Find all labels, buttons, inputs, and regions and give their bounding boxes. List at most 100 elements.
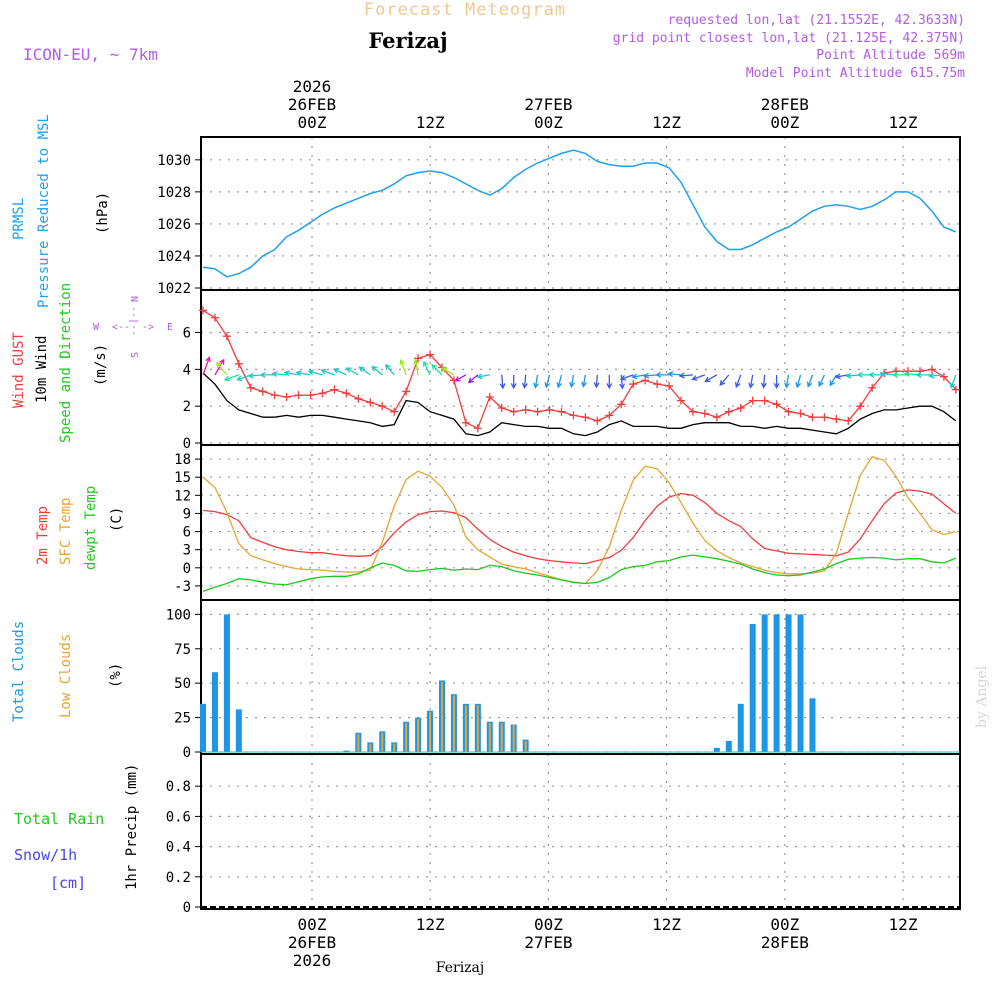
prmsl-desc-label: Pressure Reduced to MSL xyxy=(36,114,52,308)
compass-e: E xyxy=(167,322,173,333)
gust-marker xyxy=(306,391,315,400)
ytick-label: 6 xyxy=(183,525,191,541)
bar-low-clouds xyxy=(417,718,420,752)
wind-arrow xyxy=(467,374,479,384)
snow-label: Snow/1h xyxy=(14,846,77,864)
wind-arrow xyxy=(521,374,528,389)
gust-marker xyxy=(808,413,817,422)
ms-label: (m/s) xyxy=(93,344,109,386)
panel-temperature: -3 0 3 6 9 12 15 18 xyxy=(174,444,961,601)
gust-marker xyxy=(856,402,865,411)
compass-ns-axis: --|-- xyxy=(128,306,139,336)
wind-arrow xyxy=(593,374,600,389)
panel-pressure: 1022 1024 1026 1028 1030 xyxy=(157,136,961,297)
gust-marker xyxy=(270,391,279,400)
ytick-label: 2 xyxy=(183,399,191,415)
gust-marker xyxy=(641,376,650,385)
wind-arrow xyxy=(283,370,299,377)
gust-marker xyxy=(951,385,960,394)
gust-marker xyxy=(617,400,626,409)
gust-marker xyxy=(294,391,303,400)
panel-frame xyxy=(200,599,961,755)
top-time-label: 12Z xyxy=(416,113,445,132)
top-time-label: 12Z xyxy=(652,113,681,132)
gridpoint-coords: grid point closest lon,lat (21.125E, 42.… xyxy=(613,31,965,46)
compass-rose: W E N S <-- -> --|-- xyxy=(93,296,173,358)
bottom-date-label: 26FEB xyxy=(288,933,336,952)
series-wind10 xyxy=(202,372,957,437)
panel-wind: 0 2 4 6 xyxy=(183,289,961,452)
wind-arrow xyxy=(307,369,323,376)
gust-marker xyxy=(784,407,793,416)
bar-low-clouds xyxy=(524,740,527,752)
gust-marker xyxy=(844,416,853,425)
gust-marker xyxy=(712,413,721,422)
bar-low-clouds xyxy=(369,743,372,752)
gust-marker xyxy=(748,396,757,405)
wind-arrow xyxy=(619,374,626,390)
gust-marker xyxy=(927,365,936,374)
credit: by Angel xyxy=(974,665,990,728)
ytick-label: 25 xyxy=(174,711,191,727)
ytick-label: 0 xyxy=(183,561,191,577)
series-prmsl xyxy=(202,149,957,278)
bar-total-clouds xyxy=(343,750,350,752)
gust-marker xyxy=(629,380,638,389)
wind-arrow xyxy=(581,374,587,388)
location-title: Ferizaj xyxy=(368,28,447,53)
bar-total-clouds xyxy=(761,614,768,752)
bar-low-clouds xyxy=(476,705,479,752)
gust-marker xyxy=(258,387,267,396)
panel-clouds: 0 25 50 75 100 xyxy=(166,599,961,761)
low-clouds-label: Low Clouds xyxy=(58,634,74,718)
bar-total-clouds xyxy=(200,703,206,752)
gust-marker xyxy=(426,350,435,359)
wind10-label: 10m Wind xyxy=(34,336,50,403)
ytick-label: 1022 xyxy=(157,281,191,297)
gust-marker xyxy=(354,394,363,403)
ytick-label: 1026 xyxy=(157,217,191,233)
gust-marker xyxy=(939,372,948,381)
wind-arrow xyxy=(476,373,490,380)
gust-marker xyxy=(832,415,841,424)
gust-marker xyxy=(593,416,602,425)
ytick-label: 0.8 xyxy=(166,779,191,795)
legend-labels: PRMSL Pressure Reduced to MSL (hPa) Wind… xyxy=(11,114,140,892)
bar-low-clouds xyxy=(512,724,515,752)
panels: 102210241026102810300246-303691215180255… xyxy=(157,136,961,916)
ytick-label: 1028 xyxy=(157,185,191,201)
gust-marker xyxy=(246,383,255,392)
gust-marker xyxy=(210,313,219,322)
top-time-label: 00Z xyxy=(298,113,327,132)
bar-low-clouds xyxy=(393,743,396,752)
wind-arrow xyxy=(678,372,694,379)
bottom-time-label: 00Z xyxy=(770,915,799,934)
bar-total-clouds xyxy=(773,614,780,752)
wind-arrow xyxy=(655,371,670,378)
bar-total-clouds xyxy=(713,747,720,752)
compass-w: W xyxy=(93,322,100,333)
wind-arrow xyxy=(818,374,825,388)
gust-marker xyxy=(509,407,518,416)
wind-arrow xyxy=(454,374,467,382)
series-gust xyxy=(202,309,957,430)
wind-arrow xyxy=(868,371,885,378)
gust-marker xyxy=(521,405,530,414)
gust-marker xyxy=(366,398,375,407)
bar-total-clouds xyxy=(725,740,732,752)
gust-marker xyxy=(569,411,578,420)
prmsl-label: PRMSL xyxy=(11,198,27,240)
gust-marker xyxy=(234,359,243,368)
ytick-label: 50 xyxy=(174,676,191,692)
wind-arrow xyxy=(399,358,407,376)
ytick-label: 6 xyxy=(183,326,191,342)
bar-low-clouds xyxy=(429,712,432,752)
ytick-label: 0 xyxy=(183,900,191,916)
ytick-label: 15 xyxy=(174,470,191,486)
sfc-label: SFC Temp xyxy=(58,498,74,565)
panel-frame xyxy=(200,289,961,446)
compass-w-arrow: <-- xyxy=(112,322,130,333)
series-dewpt xyxy=(202,554,957,593)
gust-marker xyxy=(378,402,387,411)
gust-marker xyxy=(318,389,327,398)
